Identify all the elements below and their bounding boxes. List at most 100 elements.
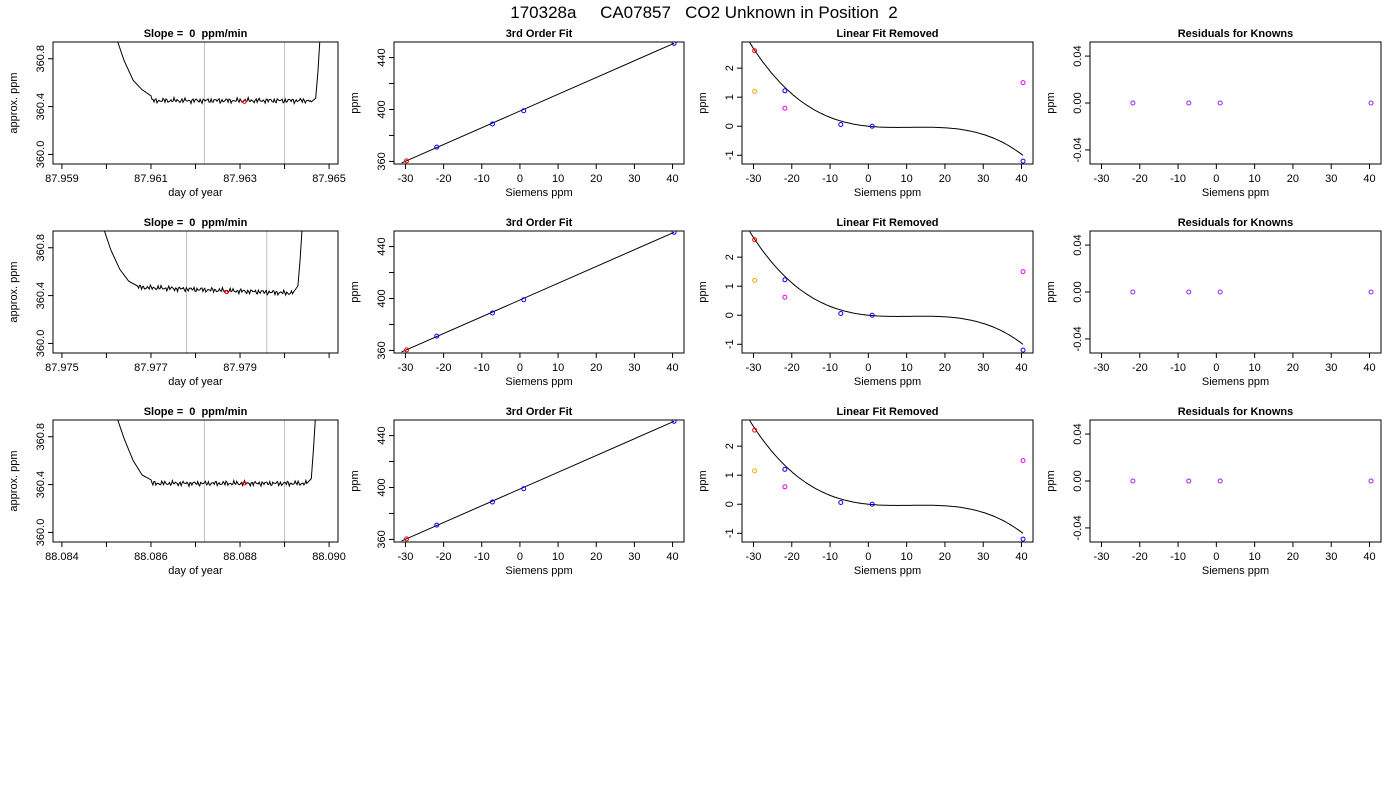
y-axis-label: ppm (1045, 92, 1057, 113)
x-tick-label: 40 (1363, 173, 1375, 185)
x-axis-label: Siemens ppm (1202, 187, 1269, 199)
y-tick-label: 440 (376, 237, 388, 255)
panel-title: 3rd Order Fit (506, 28, 573, 40)
x-tick-label: 10 (552, 362, 564, 374)
panel-r3c4: -30 -20 -10 0 10 20 30 40 -0.04 0.00 0.04 Residuals… (1045, 406, 1382, 577)
y-tick-label: 360.4 (35, 471, 47, 499)
x-tick-label: -10 (474, 551, 490, 563)
y-tick-label: 0 (724, 312, 736, 318)
x-tick-label: 20 (590, 362, 602, 374)
plot-frame (393, 230, 685, 354)
data-point (1020, 536, 1026, 542)
data-point (752, 48, 758, 54)
x-tick-label: 40 (666, 362, 678, 374)
x-tick-label: 30 (977, 551, 989, 563)
x-axis-label: day of year (168, 187, 223, 199)
fit-curve (749, 231, 1024, 345)
y-tick-label: 0.00 (1072, 470, 1084, 491)
x-tick-label: 40 (666, 173, 678, 185)
y-tick-label: 400 (376, 289, 388, 307)
x-tick-label: 87.961 (134, 173, 168, 185)
y-tick-label: 360.8 (35, 423, 47, 451)
x-tick-label: 30 (1325, 362, 1337, 374)
data-point (782, 294, 788, 300)
x-tick-label: 0 (517, 362, 523, 374)
x-tick-label: 0 (517, 551, 523, 563)
x-tick-label: -20 (1132, 173, 1148, 185)
data-point (752, 277, 758, 283)
data-point (1020, 347, 1026, 353)
x-axis-label: Siemens ppm (505, 376, 572, 388)
y-tick-label: 0.04 (1072, 45, 1084, 66)
data-point (521, 108, 527, 114)
y-axis-label: approx. ppm (8, 450, 20, 511)
panel-r1c2: -30 -20 -10 0 10 20 30 40 360 400 440 3rd Order Fit… (349, 28, 685, 199)
plot-frame (393, 419, 685, 543)
data-point (752, 427, 758, 433)
data-point (782, 277, 788, 283)
data-point (752, 237, 758, 243)
panel-title: Residuals for Knowns (1178, 28, 1294, 40)
x-tick-label: -10 (1170, 173, 1186, 185)
x-tick-label: 0 (1213, 551, 1219, 563)
y-tick-label: 0 (724, 123, 736, 129)
panel-r3c1: 88.084 88.086 88.088 88.090 360.0 360.4 360.8 S… (8, 406, 346, 577)
data-point (869, 123, 875, 129)
data-point (1186, 478, 1192, 484)
y-tick-label: 360.8 (35, 45, 47, 73)
y-tick-label: 2 (724, 254, 736, 260)
series-line (117, 42, 321, 106)
x-tick-label: -20 (436, 551, 452, 563)
x-tick-label: 30 (1325, 551, 1337, 563)
x-tick-label: -30 (1094, 551, 1110, 563)
x-tick-label: 0 (865, 173, 871, 185)
y-tick-label: 1 (724, 283, 736, 289)
series-line (103, 231, 303, 297)
data-point (838, 499, 844, 505)
x-axis-label: Siemens ppm (1202, 376, 1269, 388)
x-tick-label: -30 (1094, 362, 1110, 374)
x-tick-label: 20 (939, 173, 951, 185)
data-point (671, 420, 677, 424)
x-tick-label: 40 (1363, 551, 1375, 563)
panel-r2c1: 87.975 87.977 87.979 360.0 360.4 360.8 Slope =… (8, 217, 339, 388)
x-tick-label: -30 (746, 362, 762, 374)
x-axis-label: Siemens ppm (854, 187, 921, 199)
x-tick-label: -20 (784, 173, 800, 185)
x-tick-label: -10 (1170, 362, 1186, 374)
x-axis-label: day of year (168, 565, 223, 577)
data-point (1020, 269, 1026, 275)
x-tick-label: -10 (822, 362, 838, 374)
data-point (1368, 100, 1374, 106)
fit-curve (749, 420, 1024, 534)
y-tick-label: 360.4 (35, 282, 47, 310)
panel-title: Slope = 0 ppm/min (144, 406, 248, 418)
x-tick-label: -20 (1132, 362, 1148, 374)
x-tick-label: 10 (1249, 362, 1261, 374)
panel-title: Linear Fit Removed (836, 217, 938, 229)
x-tick-label: 30 (628, 173, 640, 185)
data-point (752, 468, 758, 474)
data-point (782, 88, 788, 94)
y-axis-label: ppm (349, 281, 361, 302)
x-tick-label: 40 (1015, 362, 1027, 374)
x-tick-label: 40 (666, 551, 678, 563)
y-axis-label: ppm (697, 92, 709, 113)
x-tick-label: 0 (865, 362, 871, 374)
plot-frame (741, 419, 1034, 543)
y-tick-label: 0.04 (1072, 423, 1084, 444)
x-tick-label: 0 (865, 551, 871, 563)
plot-frame (741, 230, 1034, 354)
x-tick-label: -10 (822, 551, 838, 563)
y-tick-label: 360.4 (35, 93, 47, 121)
panel-r1c4: -30 -20 -10 0 10 20 30 40 -0.04 0.00 0.04 Residuals… (1045, 28, 1382, 199)
x-tick-label: 30 (977, 362, 989, 374)
x-tick-label: 87.959 (45, 173, 79, 185)
panel-title: Residuals for Knowns (1178, 406, 1294, 418)
panel-title: Linear Fit Removed (836, 406, 938, 418)
x-tick-label: 0 (517, 173, 523, 185)
data-point (489, 499, 495, 505)
